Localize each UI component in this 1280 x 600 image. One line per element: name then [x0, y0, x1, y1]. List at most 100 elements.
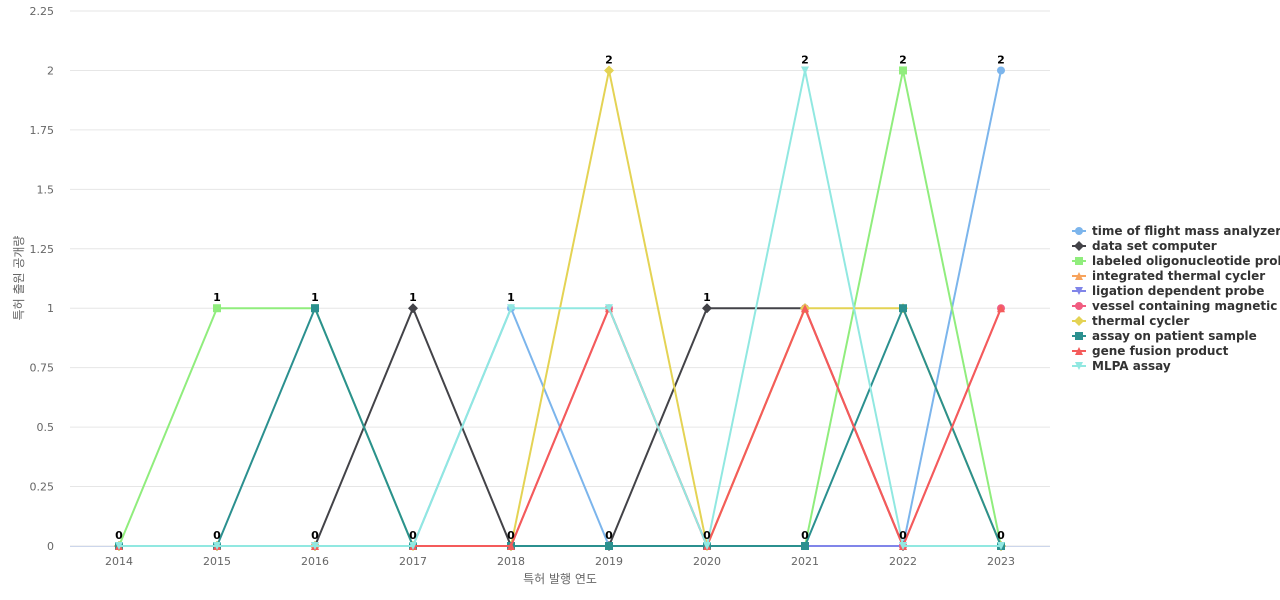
y-tick-label: 1.25 — [30, 243, 55, 256]
legend-marker — [1074, 316, 1084, 326]
data-point[interactable] — [213, 304, 221, 313]
series-9 — [115, 66, 1005, 550]
x-tick-label: 2014 — [105, 555, 133, 568]
data-label: 2 — [801, 53, 809, 66]
data-label: 0 — [311, 529, 319, 542]
data-point[interactable] — [702, 303, 712, 314]
x-tick-label: 2018 — [497, 555, 525, 568]
x-tick-label: 2017 — [399, 555, 427, 568]
data-point[interactable] — [311, 304, 319, 313]
legend-item[interactable]: data set computer — [1072, 239, 1217, 253]
y-tick-label: 2.25 — [30, 5, 55, 18]
data-point[interactable] — [409, 542, 417, 550]
data-label: 1 — [703, 291, 711, 304]
y-tick-label: 0.75 — [30, 362, 55, 375]
legend-label: thermal cycler — [1092, 314, 1190, 328]
data-point[interactable] — [899, 66, 907, 75]
series-line[interactable] — [119, 69, 1001, 547]
legend-label: MLPA assay — [1092, 359, 1171, 373]
data-label: 0 — [997, 529, 1005, 542]
x-tick-label: 2021 — [791, 555, 819, 568]
y-tick-label: 1.5 — [37, 183, 55, 196]
data-label: 0 — [409, 529, 417, 542]
series-layer — [114, 65, 1006, 551]
data-point[interactable] — [801, 66, 809, 75]
data-point[interactable] — [997, 66, 1005, 75]
grid-layer — [70, 10, 1050, 547]
data-point[interactable] — [507, 542, 515, 550]
legend-item[interactable]: labeled oligonucleotide probe — [1072, 254, 1280, 268]
legend-marker — [1075, 332, 1083, 340]
x-tick-label: 2019 — [595, 555, 623, 568]
data-label: 0 — [213, 529, 221, 542]
y-tick-label: 2 — [47, 64, 54, 77]
legend-marker — [1075, 287, 1083, 295]
legend-label: ligation dependent probe — [1092, 284, 1264, 298]
data-label: 0 — [801, 529, 809, 542]
legend-item[interactable]: time of flight mass analyzer — [1072, 224, 1280, 238]
x-tick-label: 2023 — [987, 555, 1015, 568]
data-label: 0 — [605, 529, 613, 542]
data-point[interactable] — [115, 542, 123, 550]
x-tick-label: 2016 — [301, 555, 329, 568]
data-label: 1 — [311, 291, 319, 304]
data-point[interactable] — [311, 542, 319, 550]
legend-marker — [1075, 362, 1083, 370]
x-axis-title: 특허 발행 연도 — [523, 571, 597, 586]
data-point[interactable] — [605, 542, 613, 550]
data-label-layer: 0 1 1 1 1 2 1 2 2 2 0 0 0 0 0 0 0 0 0 — [115, 53, 1005, 542]
legend-item[interactable]: assay on patient sample — [1072, 329, 1257, 343]
legend-label: labeled oligonucleotide probe — [1092, 254, 1280, 268]
data-label: 2 — [605, 53, 613, 66]
data-point[interactable] — [507, 304, 515, 313]
legend-label: vessel containing magnetic ... — [1092, 299, 1280, 313]
legend-label: time of flight mass analyzer — [1092, 224, 1280, 238]
y-tick-label: 0 — [47, 540, 54, 553]
data-point[interactable] — [408, 303, 418, 314]
y-tick-label: 0.25 — [30, 481, 55, 494]
data-point[interactable] — [213, 542, 221, 550]
y-axis-title: 특허 출원 공개량 — [12, 236, 26, 321]
legend-marker — [1075, 347, 1083, 355]
data-label: 1 — [507, 291, 515, 304]
legend-label: assay on patient sample — [1092, 329, 1257, 343]
legend-marker — [1075, 302, 1083, 310]
data-label: 0 — [507, 529, 515, 542]
legend-label: integrated thermal cycler — [1092, 269, 1265, 283]
data-point[interactable] — [801, 542, 809, 550]
data-label: 0 — [899, 529, 907, 542]
data-point[interactable] — [899, 304, 907, 313]
legend-item[interactable]: integrated thermal cycler — [1072, 269, 1265, 283]
data-point[interactable] — [604, 65, 614, 76]
data-label: 1 — [409, 291, 417, 304]
x-tick-label: 2015 — [203, 555, 231, 568]
data-label: 2 — [899, 53, 907, 66]
x-tick-label: 2022 — [889, 555, 917, 568]
legend-label: data set computer — [1092, 239, 1217, 253]
x-tick-label: 2020 — [693, 555, 721, 568]
data-point[interactable] — [899, 542, 907, 550]
legend-marker — [1075, 227, 1083, 235]
legend-item[interactable]: MLPA assay — [1072, 359, 1171, 373]
data-point[interactable] — [801, 304, 809, 313]
y-tick-label: 1 — [47, 302, 54, 315]
legend-marker — [1074, 241, 1084, 251]
legend-label: gene fusion product — [1092, 344, 1229, 358]
data-point[interactable] — [997, 542, 1005, 550]
legend-marker — [1075, 257, 1083, 265]
data-point[interactable] — [997, 304, 1005, 313]
legend-item[interactable]: vessel containing magnetic ... — [1072, 299, 1280, 313]
y-tick-label: 1.75 — [30, 124, 55, 137]
data-point[interactable] — [703, 542, 711, 550]
legend-item[interactable]: gene fusion product — [1072, 344, 1229, 358]
data-label: 0 — [115, 529, 123, 542]
legend-item[interactable]: thermal cycler — [1072, 314, 1190, 328]
legend-item[interactable]: ligation dependent probe — [1072, 284, 1264, 298]
data-point[interactable] — [605, 304, 613, 313]
data-label: 2 — [997, 53, 1005, 66]
data-label: 0 — [703, 529, 711, 542]
legend-marker — [1075, 272, 1083, 280]
